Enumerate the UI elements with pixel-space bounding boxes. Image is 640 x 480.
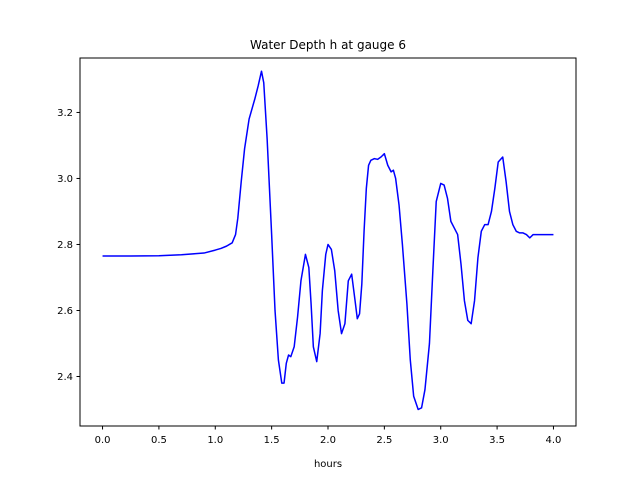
chart-title: Water Depth h at gauge 6 xyxy=(250,38,406,52)
axes-frame xyxy=(79,57,577,427)
plot-area xyxy=(102,70,554,411)
x-axis-label: hours xyxy=(314,459,342,470)
x-tick-label: 3.0 xyxy=(433,435,449,446)
x-tick-label: 0.5 xyxy=(151,435,167,446)
y-tick-label: 2.6 xyxy=(57,306,73,317)
series-line xyxy=(102,70,554,411)
x-tick-label: 0.0 xyxy=(95,435,111,446)
x-axis-ticks: 0.0 0.5 1.0 1.5 2.0 2.5 3.0 3.5 4.0 xyxy=(95,426,562,446)
y-tick-label: 3.2 xyxy=(57,108,73,119)
x-tick-label: 2.5 xyxy=(376,435,392,446)
x-tick-label: 3.5 xyxy=(489,435,505,446)
x-tick-label: 1.5 xyxy=(264,435,280,446)
x-tick-label: 2.0 xyxy=(320,435,336,446)
x-tick-label: 4.0 xyxy=(546,435,562,446)
y-tick-label: 3.0 xyxy=(57,174,73,185)
x-tick-label: 1.0 xyxy=(207,435,223,446)
y-tick-label: 2.4 xyxy=(57,372,73,383)
y-axis-ticks: 2.4 2.6 2.8 3.0 3.2 xyxy=(57,108,80,383)
y-tick-label: 2.8 xyxy=(57,240,73,251)
